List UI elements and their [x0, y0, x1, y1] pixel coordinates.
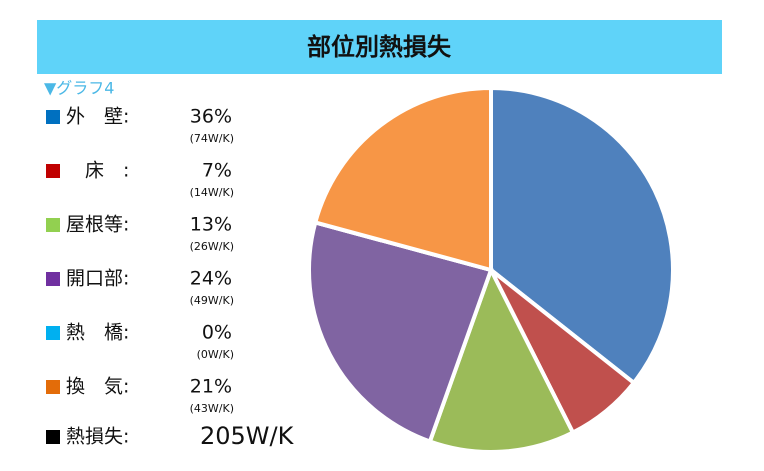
total-name: 熱損失: — [66, 426, 129, 448]
legend-swatch — [46, 326, 60, 340]
legend-label: 床 : — [66, 160, 129, 182]
heat-loss-label: (74W/K) — [190, 132, 234, 145]
legend-swatch — [46, 430, 60, 444]
legend-label: 外 壁: — [66, 106, 129, 128]
legend-swatch — [46, 164, 60, 178]
percent-label: 13% — [190, 214, 232, 236]
pie-slice — [427, 264, 576, 454]
heat-loss-label: (14W/K) — [190, 186, 234, 199]
percent-label: 21% — [190, 376, 232, 398]
legend-swatch — [46, 110, 60, 124]
heat-loss-label: (49W/K) — [190, 294, 234, 307]
legend-swatch — [46, 272, 60, 286]
legend-label: 熱 橋: — [66, 322, 129, 344]
chart-title: 部位別熱損失 — [307, 33, 452, 61]
subtitle: ▼グラフ4 — [44, 79, 115, 98]
legend-swatch — [46, 380, 60, 394]
heat-loss-label: (0W/K) — [197, 348, 234, 361]
legend-label: 屋根等: — [66, 214, 129, 236]
heat-loss-label: (43W/K) — [190, 402, 234, 415]
pie-slice — [312, 85, 493, 273]
percent-label: 36% — [190, 106, 232, 128]
total-label: 205W/K — [200, 422, 295, 450]
percent-label: 0% — [202, 322, 232, 344]
legend-label: 換 気: — [66, 376, 129, 398]
legend-swatch — [46, 218, 60, 232]
pie-slice — [489, 85, 675, 386]
legend-label: 開口部: — [66, 268, 129, 290]
percent-label: 24% — [190, 268, 232, 290]
heat-loss-label: (26W/K) — [190, 240, 234, 253]
percent-label: 7% — [202, 160, 232, 182]
title-bar — [37, 20, 722, 74]
pie-slice — [307, 219, 494, 445]
